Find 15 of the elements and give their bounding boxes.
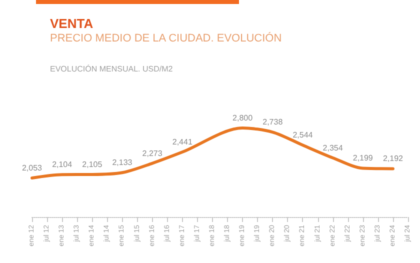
data-label: 2,105	[82, 160, 103, 170]
chart-title: VENTA	[50, 16, 94, 31]
data-label: 2,104	[52, 160, 73, 170]
data-label: 2,544	[292, 130, 314, 140]
data-label: 2,273	[142, 148, 163, 158]
data-label: 2,800	[232, 114, 254, 122]
data-label: 2,053	[22, 164, 43, 172]
chart-subtitle: PRECIO MEDIO DE LA CIUDAD. EVOLUCIÓN	[50, 32, 282, 44]
data-label: 2,738	[262, 118, 284, 127]
data-label: 2,354	[322, 143, 344, 152]
data-label: 2,199	[352, 154, 374, 163]
text: EVOLUCIÓN MENSUAL. USD/M2	[50, 64, 174, 74]
data-label: 2,133	[112, 158, 133, 168]
data-label: 2,192	[382, 154, 404, 164]
data-label: 2,441	[172, 138, 193, 147]
